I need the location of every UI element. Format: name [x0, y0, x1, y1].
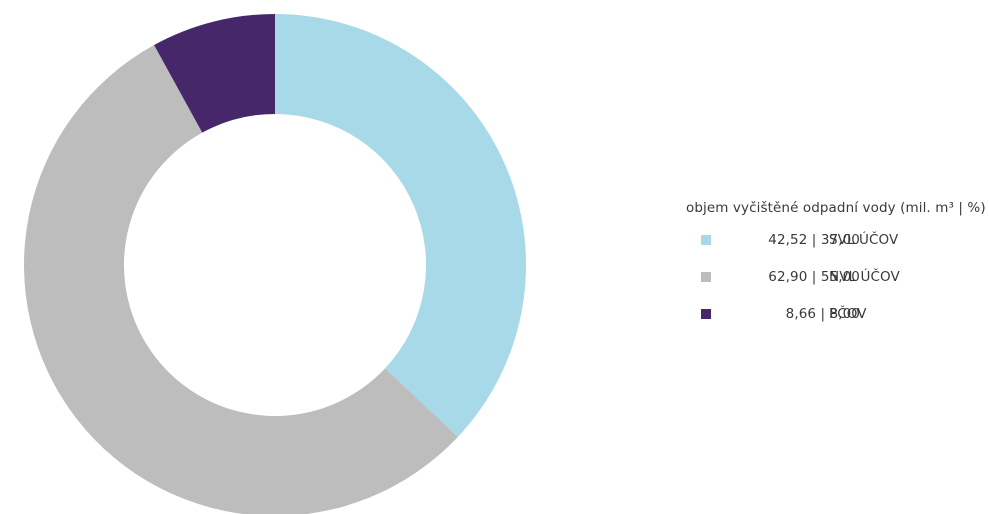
legend-item: 8,66 | 8,00 PČOV: [686, 306, 986, 343]
donut-slice-3: [154, 14, 275, 133]
legend-swatch: [701, 309, 711, 319]
legend-swatch: [701, 235, 711, 245]
legend-label: SVL ÚČOV: [829, 232, 899, 248]
legend-items: 42,52 | 37,00 SVL ÚČOV 62,90 | 55,00 NVL ÚČ…: [686, 232, 986, 343]
legend-values: 42,52 | 37,00: [768, 232, 860, 248]
legend-item: 62,90 | 55,00 NVL ÚČOV: [686, 269, 986, 306]
legend-label: PČOV: [829, 306, 867, 322]
legend-values: 8,66 | 8,00: [785, 306, 860, 322]
legend-values: 62,90 | 55,00: [768, 269, 860, 285]
donut-slice-1: [275, 14, 526, 437]
legend-item: 42,52 | 37,00 SVL ÚČOV: [686, 232, 986, 269]
legend-label: NVL ÚČOV: [829, 269, 900, 285]
donut-chart: [24, 14, 526, 514]
legend-swatch: [701, 272, 711, 282]
legend-title: objem vyčištěné odpadní vody (mil. m³ | …: [686, 200, 986, 216]
donut-slice-2: [24, 45, 458, 514]
legend: objem vyčištěné odpadní vody (mil. m³ | …: [686, 200, 986, 343]
